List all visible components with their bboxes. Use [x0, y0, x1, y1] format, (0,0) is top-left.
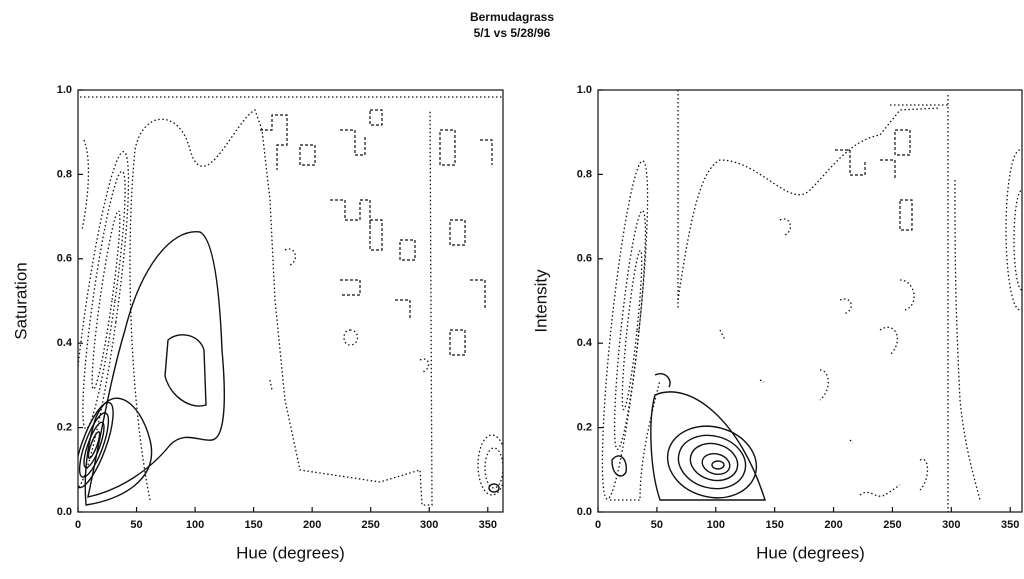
y-tick-label: 0.4 [57, 337, 73, 349]
y-axis-label: Saturation [11, 262, 30, 340]
plot-frame [597, 89, 1023, 513]
y-tick-label: 0.4 [577, 337, 593, 349]
x-tick-label: 100 [707, 519, 725, 531]
x-tick-label: 200 [824, 519, 842, 531]
contours-right [601, 90, 1022, 512]
x-tick-label: 100 [186, 519, 204, 531]
y-tick-label: 0.6 [57, 253, 72, 265]
x-axis-label: Hue (degrees) [236, 543, 345, 562]
y-tick-label: 0.2 [57, 422, 72, 434]
y-tick-label: 0.0 [57, 506, 72, 518]
y-tick-label: 0.2 [577, 422, 592, 434]
y-tick-label: 1.0 [577, 84, 592, 96]
x-tick-label: 300 [420, 519, 438, 531]
x-tick-label: 50 [651, 519, 663, 531]
contours-left [78, 96, 503, 506]
x-tick-label: 0 [75, 519, 81, 531]
plot-frame [77, 89, 504, 513]
x-tick-label: 200 [303, 519, 321, 531]
x-tick-label: 350 [1001, 519, 1019, 531]
y-tick-label: 0.6 [577, 253, 592, 265]
figure-subtitle: 5/1 vs 5/28/96 [474, 26, 551, 40]
x-axis-label: Hue (degrees) [756, 543, 865, 562]
x-tick-label: 150 [244, 519, 262, 531]
y-tick-label: 0.8 [577, 168, 592, 180]
x-tick-label: 0 [595, 519, 601, 531]
figure-title: Bermudagrass [470, 10, 554, 24]
x-tick-label: 350 [479, 519, 497, 531]
y-tick-label: 1.0 [57, 84, 72, 96]
x-tick-label: 250 [883, 519, 901, 531]
x-tick-label: 250 [362, 519, 380, 531]
x-tick-label: 50 [130, 519, 142, 531]
y-axis-label: Intensity [531, 269, 550, 333]
x-tick-label: 300 [942, 519, 960, 531]
y-tick-label: 0.0 [577, 506, 592, 518]
x-tick-label: 150 [765, 519, 783, 531]
y-tick-label: 0.8 [57, 168, 72, 180]
